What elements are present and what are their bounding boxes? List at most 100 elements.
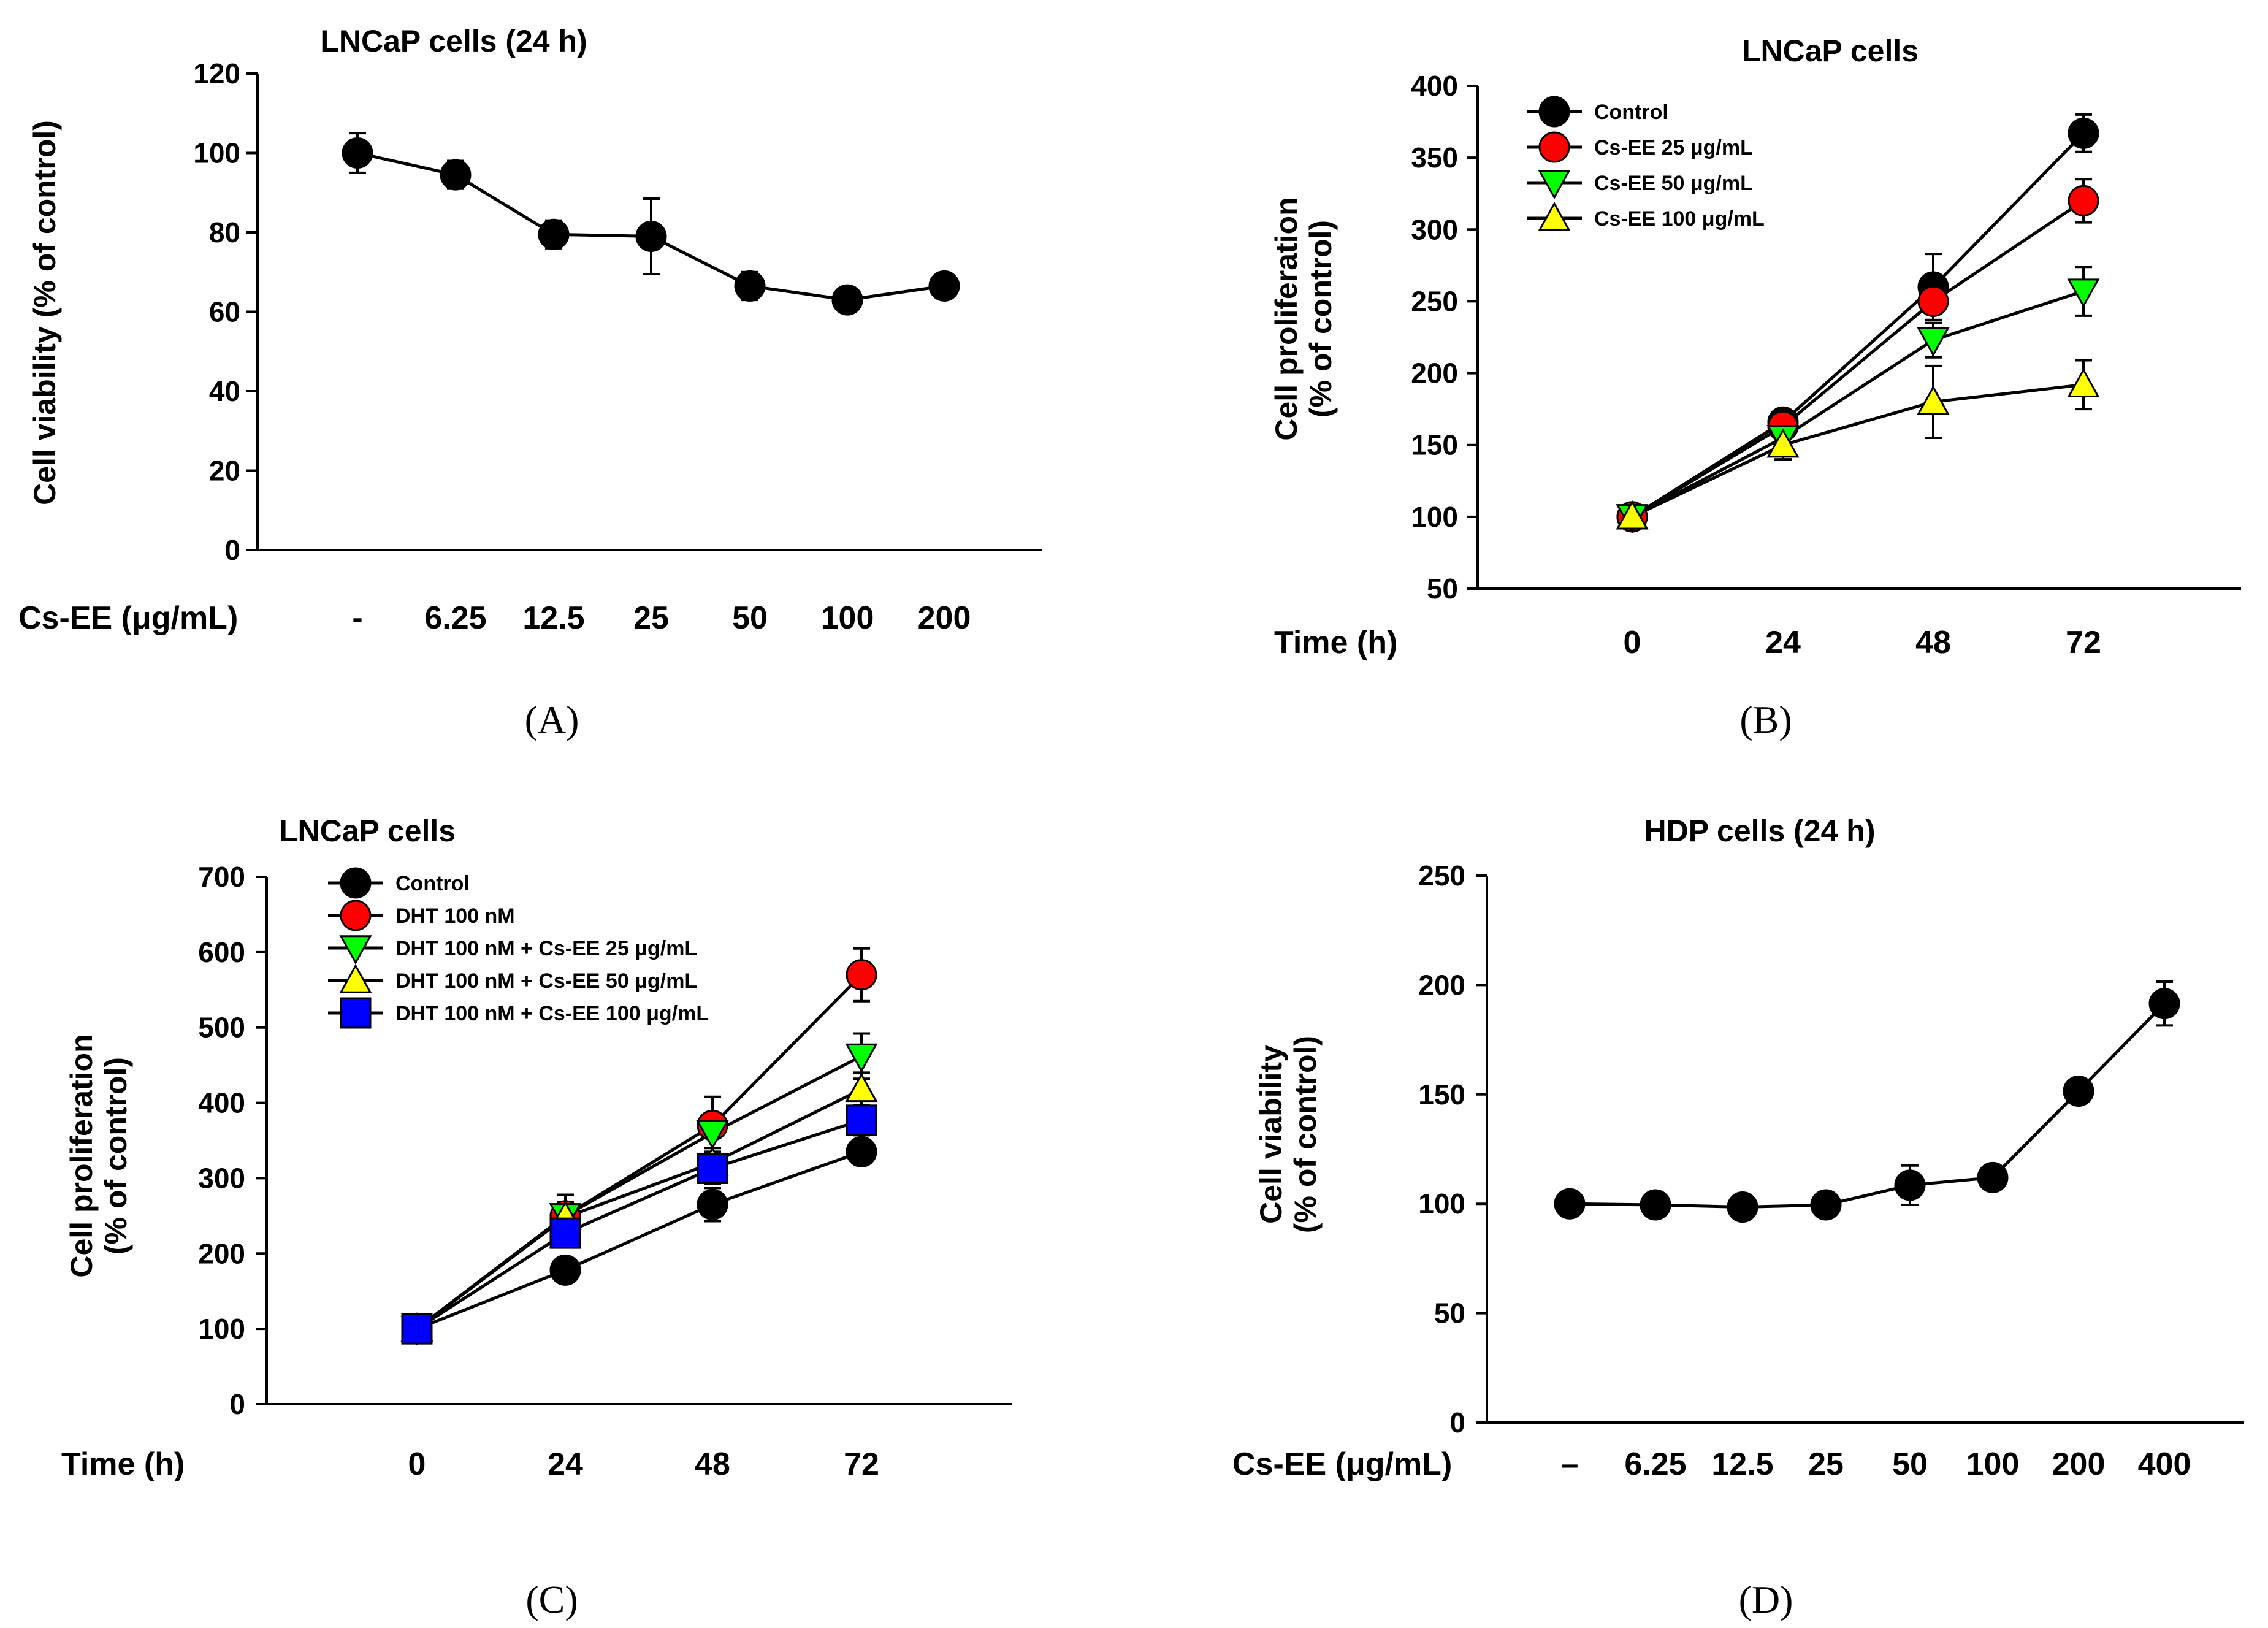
legend-marker <box>1538 131 1570 163</box>
x-tick-label: – <box>1561 1446 1579 1482</box>
y-tick-label: 100 <box>193 137 240 169</box>
x-tick-label: 12.5 <box>522 600 584 636</box>
x-tick-label: 50 <box>732 600 768 636</box>
x-tick-label: 400 <box>2138 1446 2191 1482</box>
y-axis-label: Cell proliferation <box>64 1034 99 1277</box>
legend-marker <box>340 997 372 1029</box>
y-tick-label: 700 <box>198 861 245 893</box>
data-point <box>831 284 863 316</box>
series-line <box>1631 383 2084 519</box>
data-point <box>1917 327 1950 357</box>
data-point <box>734 270 766 302</box>
y-tick-label: 200 <box>1411 357 1458 389</box>
legend-marker <box>1538 201 1571 231</box>
data-point <box>538 218 570 250</box>
legend-marker <box>1538 96 1570 128</box>
y-tick-label: 150 <box>1411 429 1458 461</box>
y-axis-label: (% of control) <box>99 1057 133 1255</box>
data-point <box>846 1104 877 1136</box>
x-tick-label: 24 <box>548 1446 583 1482</box>
data-point <box>635 220 667 252</box>
data-point <box>2068 185 2099 216</box>
y-tick-label: 600 <box>198 936 245 968</box>
y-tick-label: 80 <box>209 216 240 248</box>
data-point <box>846 959 877 991</box>
y-tick-label: 400 <box>1411 70 1458 102</box>
chart-title: LNCaP cells (24 h) <box>320 24 587 58</box>
data-point <box>549 1217 581 1249</box>
x-axis-label: Cs-EE (μg/mL) <box>18 600 238 636</box>
data-point <box>697 1152 728 1184</box>
data-point <box>697 1188 728 1220</box>
panel-label: (D) <box>1739 1578 1793 1621</box>
legend-label: DHT 100 nM + Cs-EE 50 μg/mL <box>395 969 697 993</box>
data-point <box>928 270 960 302</box>
series-line <box>1631 199 2085 519</box>
y-tick-label: 100 <box>1411 501 1458 533</box>
x-axis-label: Cs-EE (μg/mL) <box>1232 1446 1452 1482</box>
data-point <box>1616 500 1649 530</box>
y-tick-label: 0 <box>224 534 240 566</box>
y-axis-label: Cell proliferation <box>1269 197 1304 440</box>
y-axis-label: (% of control) <box>1304 220 1338 418</box>
x-tick-label: 200 <box>2052 1446 2106 1482</box>
data-point <box>2148 988 2180 1020</box>
data-point <box>1917 385 1950 415</box>
data-point <box>401 1313 433 1345</box>
x-tick-label: 0 <box>408 1446 426 1482</box>
y-tick-label: 300 <box>198 1162 245 1194</box>
data-point <box>2067 278 2100 308</box>
series-line <box>416 1055 863 1331</box>
y-tick-label: 0 <box>1449 1407 1465 1439</box>
data-point <box>846 1136 877 1167</box>
y-tick-label: 150 <box>1418 1079 1465 1110</box>
data-point <box>845 1072 878 1103</box>
panel-b: LNCaP cells 50 100 150 200 250 300 350 400 0 24 48 7… <box>1269 34 2241 741</box>
y-tick-label: 40 <box>209 375 240 407</box>
data-point <box>1554 1188 1586 1220</box>
x-tick-label: 100 <box>1966 1446 2020 1482</box>
series-line <box>1631 289 2084 519</box>
chart-title: HDP cells (24 h) <box>1644 814 1875 848</box>
x-axis-label: Time (h) <box>61 1446 185 1482</box>
panel-label: (B) <box>1739 698 1792 741</box>
data-point <box>1917 285 1949 317</box>
data-point <box>696 1120 729 1150</box>
y-tick-label: 100 <box>198 1313 245 1345</box>
legend-marker <box>339 963 372 993</box>
legend-marker <box>340 867 372 899</box>
data-point <box>2063 1075 2094 1107</box>
x-tick-label: 12.5 <box>1711 1446 1773 1482</box>
data-point <box>342 137 373 169</box>
x-tick-label: 72 <box>2066 625 2101 660</box>
data-point <box>1977 1161 2009 1193</box>
x-tick-label: - <box>352 600 362 636</box>
y-tick-label: 20 <box>209 455 240 487</box>
legend-label: Control <box>395 872 470 895</box>
legend-label: DHT 100 nM + Cs-EE 100 μg/mL <box>395 1002 709 1025</box>
y-tick-label: 60 <box>209 296 240 328</box>
data-point <box>440 159 472 191</box>
y-tick-label: 200 <box>1418 969 1465 1001</box>
y-tick-label: 120 <box>193 58 240 90</box>
x-tick-label: 25 <box>1808 1446 1844 1482</box>
legend-label: Control <box>1594 101 1668 124</box>
y-tick-label: 50 <box>1427 573 1458 605</box>
y-axis-label: Cell viability <box>1254 1045 1288 1224</box>
legend-label: Cs-EE 50 μg/mL <box>1594 172 1753 195</box>
y-tick-label: 200 <box>198 1237 245 1269</box>
y-tick-label: 350 <box>1411 142 1458 174</box>
x-tick-label: 6.25 <box>1624 1446 1686 1482</box>
panel-label: (C) <box>525 1578 578 1621</box>
x-tick-label: 50 <box>1892 1446 1928 1482</box>
series-line <box>416 973 863 1331</box>
x-tick-label: 0 <box>1624 625 1641 660</box>
data-point <box>2068 117 2099 149</box>
legend: Control Cs-EE 25 μg/mL Cs-EE 50 μg/mL Cs-EE… <box>1527 96 1765 231</box>
data-point <box>1640 1189 1671 1221</box>
y-tick-label: 400 <box>198 1087 245 1119</box>
y-tick-label: 500 <box>198 1012 245 1044</box>
y-tick-label: 300 <box>1411 213 1458 245</box>
x-tick-label: 6.25 <box>424 600 486 636</box>
